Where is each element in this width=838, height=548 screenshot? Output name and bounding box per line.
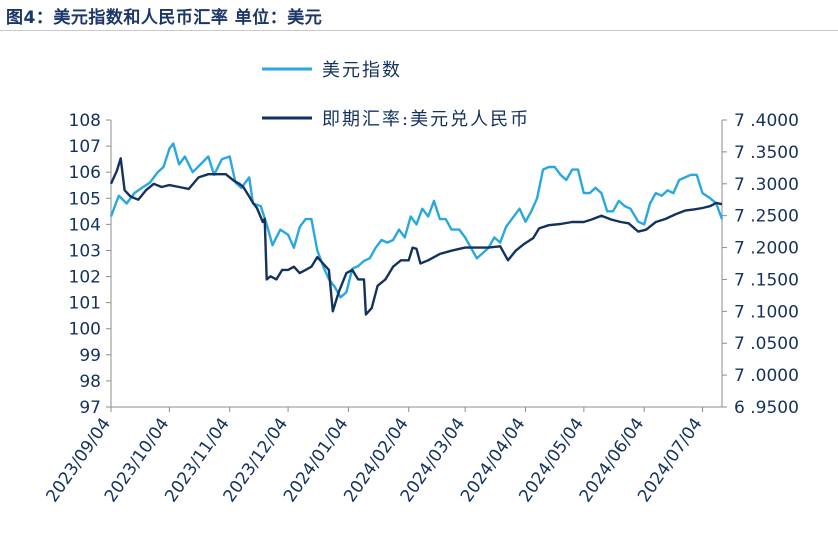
legend-label: 美元指数 [322, 60, 402, 81]
left-axis-tick-label: 98 [79, 372, 101, 392]
left-axis-tick-label: 103 [69, 241, 101, 261]
right-axis-tick-label: 7 .3500 [734, 143, 799, 163]
legend-label: 即期汇率:美元兑人民币 [322, 109, 530, 130]
axes: 97 98 99 100 101 102 103 104 105 106 107 108 6 .9500… [43, 111, 799, 506]
series-line-usdcny [109, 157, 723, 316]
series-layer [109, 142, 724, 316]
right-axis-tick-label: 7 .2500 [734, 207, 799, 227]
right-axis-tick-label: 6 .9500 [734, 398, 799, 418]
chart-title: 图4：美元指数和人民币汇率 单位：美元 [6, 8, 323, 28]
left-axis-tick-label: 101 [69, 294, 101, 314]
left-axis-tick-label: 99 [79, 346, 101, 366]
right-axis-tick-label: 7 .2000 [734, 239, 799, 259]
left-axis-tick-label: 106 [69, 163, 101, 183]
right-axis-tick-label: 7 .1000 [734, 302, 799, 322]
right-axis-tick-label: 7 .0000 [734, 366, 799, 386]
left-axis-tick-label: 107 [69, 137, 101, 157]
left-axis-tick-label: 108 [69, 111, 101, 131]
left-axis-tick-label: 100 [69, 320, 101, 340]
left-axis-tick-label: 97 [79, 398, 101, 418]
right-axis-tick-label: 7 .1500 [734, 270, 799, 290]
left-axis-tick-label: 104 [69, 215, 101, 235]
right-axis-tick-label: 7 .3000 [734, 175, 799, 195]
left-axis-tick-label: 102 [69, 268, 101, 288]
series-line-usd-index [109, 142, 724, 299]
title-divider [0, 30, 838, 31]
left-axis-tick-label: 105 [69, 189, 101, 209]
right-axis-tick-label: 7 .0500 [734, 334, 799, 354]
right-axis-tick-label: 7 .4000 [734, 111, 799, 131]
